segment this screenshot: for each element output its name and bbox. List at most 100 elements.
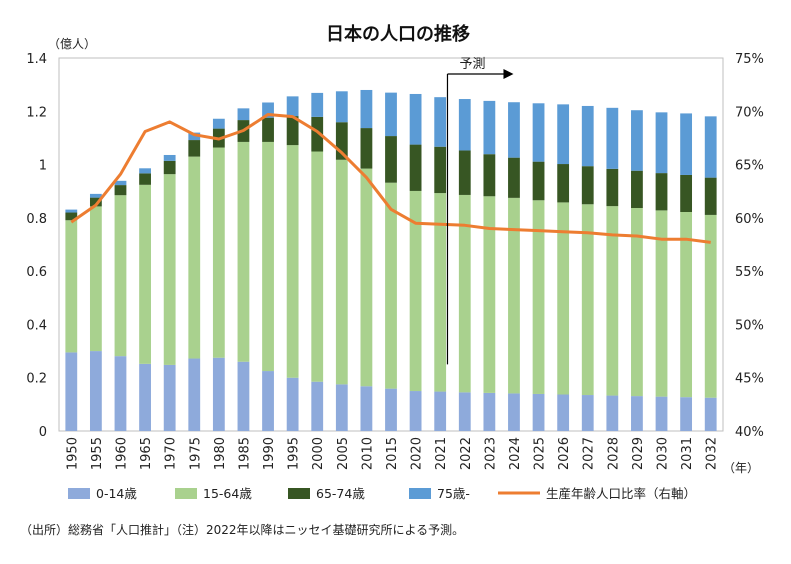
left-tick-label: 0 — [39, 425, 47, 440]
bar-segment — [311, 116, 324, 152]
bar-segment — [385, 388, 397, 431]
x-axis-unit: （年） — [723, 461, 759, 475]
bar-segment — [286, 116, 299, 146]
bar-segment — [114, 180, 127, 186]
bar-segment — [483, 154, 496, 197]
bar-segment — [458, 392, 471, 431]
bar-segment — [680, 113, 693, 175]
working-age-ratio-line-group — [70, 113, 711, 244]
bar-segment — [434, 391, 447, 431]
left-tick-label: 1 — [39, 159, 47, 174]
x-tick-label: 2028 — [606, 437, 621, 470]
bar-segment — [89, 206, 102, 352]
bar-segment — [114, 356, 127, 431]
bar-segment — [188, 132, 201, 141]
bar-segment — [237, 361, 250, 431]
x-tick-label: 1970 — [164, 437, 179, 470]
right-tick-label: 45% — [735, 372, 764, 387]
x-tick-label: 1975 — [188, 437, 203, 470]
x-tick-label: 2029 — [631, 437, 646, 470]
bar-segment — [508, 393, 520, 431]
bar-segment — [680, 211, 693, 398]
bar-segment — [262, 102, 274, 118]
bar-segment — [360, 128, 373, 169]
source-note: （出所）総務省「人口推計」（注）2022年以降はニッセイ基礎研究所による予測。 — [20, 522, 464, 537]
left-axis: 0 0.2 0.4 0.6 0.8 1 1.2 1.4 — [26, 52, 47, 440]
x-tick-label: 1980 — [213, 437, 228, 470]
bar-segment — [458, 99, 471, 151]
bar-segment — [262, 371, 274, 431]
bar-segment — [335, 122, 348, 160]
legend-label: 生産年齢人口比率（右軸） — [546, 486, 696, 501]
right-tick-label: 75% — [735, 52, 764, 67]
x-tick-label: 1985 — [237, 437, 252, 470]
bar-segment — [114, 185, 127, 196]
bar-segment — [65, 209, 78, 213]
chart-title: 日本の人口の推移 — [326, 23, 470, 45]
bar-segment — [704, 397, 717, 431]
forecast-label: 予測 — [459, 57, 485, 72]
bar-segment — [139, 173, 151, 185]
x-tick-label: 2000 — [311, 437, 326, 470]
left-tick-label: 1.4 — [26, 52, 47, 67]
bar-segment — [139, 363, 151, 431]
x-tick-label: 2027 — [582, 437, 597, 470]
bar-segment — [385, 182, 397, 389]
x-tick-label: 2025 — [533, 437, 548, 470]
x-tick-label: 2023 — [483, 437, 498, 470]
bar-segment — [409, 391, 422, 431]
legend-label: 15-64歳 — [203, 486, 252, 501]
bar-segment — [557, 164, 570, 203]
working-age-ratio-line — [70, 113, 711, 244]
bar-segment — [606, 107, 619, 169]
bar-segment — [581, 395, 594, 431]
x-tick-label: 2010 — [360, 437, 375, 470]
bar-segment — [237, 108, 250, 121]
right-tick-label: 70% — [735, 105, 764, 120]
bar-segment — [114, 195, 127, 357]
bar-segment — [557, 104, 570, 165]
x-tick-label: 1950 — [65, 437, 80, 470]
bar-segment — [188, 140, 201, 157]
bar-segment — [532, 393, 545, 431]
x-tick-label: 1965 — [139, 437, 154, 470]
forecast-arrow-icon — [503, 68, 514, 79]
bar-segment — [704, 116, 717, 178]
right-tick-label: 55% — [735, 265, 764, 280]
bar-segment — [631, 110, 643, 171]
bar-segment — [139, 184, 151, 364]
bar-segment — [311, 151, 324, 382]
x-tick-label: 2020 — [410, 437, 425, 470]
x-tick-label: 2022 — [459, 437, 474, 470]
x-tick-label: 2015 — [385, 437, 400, 470]
bar-segment — [606, 206, 619, 396]
left-tick-label: 0.6 — [26, 265, 47, 280]
bar-segment — [631, 207, 643, 397]
bar-segment — [557, 394, 570, 431]
x-tick-label: 1960 — [114, 437, 129, 470]
bar-segment — [508, 197, 520, 394]
bar-segment — [385, 92, 397, 137]
bar-segment — [188, 358, 201, 431]
left-axis-unit: （億人） — [48, 37, 96, 51]
bar-segment — [237, 141, 250, 362]
bar-segment — [65, 212, 78, 221]
bar-segment — [458, 194, 471, 393]
bar-segment — [483, 100, 496, 155]
bar-segment — [483, 196, 496, 393]
bar-segment — [532, 103, 545, 162]
x-tick-label: 2031 — [680, 437, 695, 470]
legend-swatch — [409, 488, 431, 499]
left-tick-label: 1.2 — [26, 105, 47, 120]
x-tick-label: 1990 — [262, 437, 277, 470]
bar-segment — [163, 160, 176, 175]
x-tick-label: 2026 — [557, 437, 572, 470]
legend: 0-14歳 15-64歳 65-74歳 75歳- 生産年齢人口比率（右軸） — [68, 486, 696, 501]
legend-swatch — [175, 488, 197, 499]
x-tick-label: 2024 — [508, 437, 523, 470]
legend-label: 75歳- — [437, 486, 470, 501]
bar-segment — [458, 150, 471, 195]
bar-segment — [631, 396, 643, 431]
legend-swatch — [288, 488, 310, 499]
